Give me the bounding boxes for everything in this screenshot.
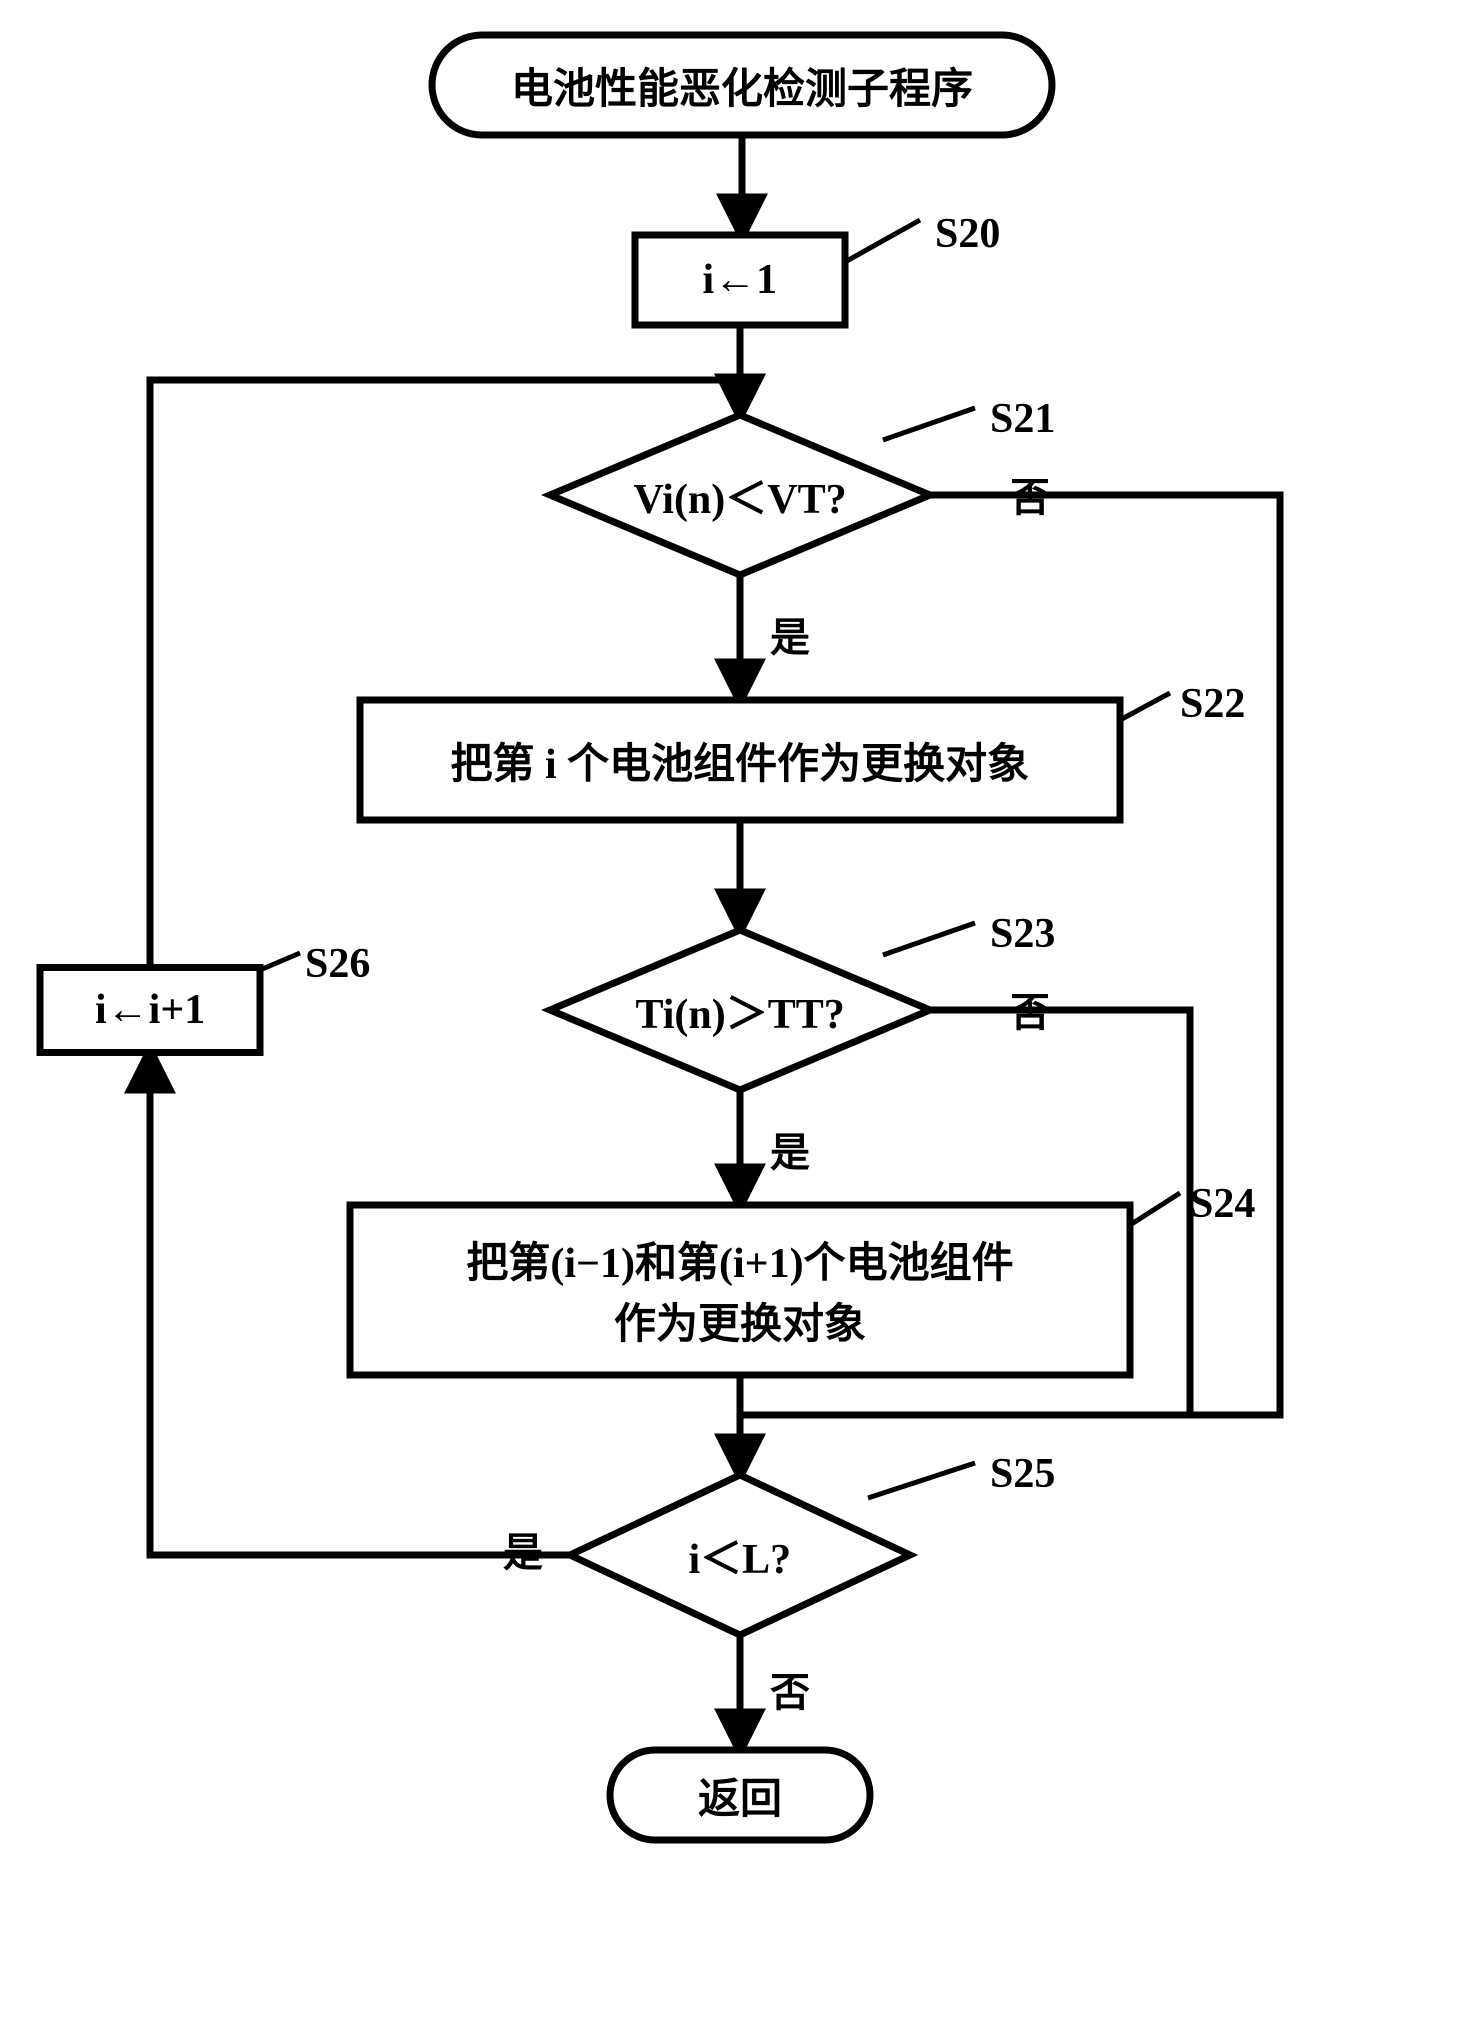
edge-tagline-s22- [1120,693,1170,720]
label-s25: i＜L? [689,1525,792,1586]
label-s25-line-0: i＜L? [689,1525,792,1586]
edge-tagline-s24- [1130,1193,1180,1225]
tag-s23: S23 [990,910,1055,958]
no-s23: 否 [1010,980,1050,1038]
yes-s23: 是 [770,1120,810,1178]
label-return-line-0: 返回 [698,1765,782,1826]
no-s21: 否 [1010,465,1050,523]
tag-s25: S25 [990,1450,1055,1498]
label-s22: 把第 i 个电池组件作为更换对象 [451,730,1030,791]
flowchart-canvas: 电池性能恶化检测子程序i←1S20Vi(n)＜VT?S21是否把第 i 个电池组… [0,0,1484,2040]
tag-s22: S22 [1180,680,1245,728]
label-s26: i←i+1 [95,986,205,1034]
edge-tagline-s25- [868,1463,975,1498]
edge-tagline-s26- [260,953,300,970]
yes-s25: 是 [503,1520,543,1578]
label-s20-line-0: i←1 [703,256,778,304]
label-s26-line-0: i←i+1 [95,986,205,1034]
label-start-line-0: 电池性能恶化检测子程序 [511,55,973,116]
tag-s26: S26 [305,940,370,988]
yes-s21: 是 [770,605,810,663]
tag-s24: S24 [1190,1180,1255,1228]
label-s20: i←1 [703,256,778,304]
label-s23: Ti(n)＞TT? [636,980,845,1041]
label-s24-line-1: 作为更换对象 [370,1290,1110,1351]
tag-s20: S20 [935,210,1000,258]
label-s24-line-0: 把第(i−1)和第(i+1)个电池组件 [370,1229,1110,1290]
label-s21-line-0: Vi(n)＜VT? [634,465,847,526]
label-s23-line-0: Ti(n)＞TT? [636,980,845,1041]
label-s24: 把第(i−1)和第(i+1)个电池组件作为更换对象 [370,1229,1110,1351]
tag-s21: S21 [990,395,1055,443]
edge-tagline-s23- [883,923,975,955]
label-s21: Vi(n)＜VT? [634,465,847,526]
label-return: 返回 [698,1765,782,1826]
edge-tagline-s21- [883,408,975,440]
label-s22-line-0: 把第 i 个电池组件作为更换对象 [451,730,1030,791]
label-start: 电池性能恶化检测子程序 [511,55,973,116]
no-s25: 否 [770,1660,810,1718]
edge-tagline-s20- [845,220,920,262]
